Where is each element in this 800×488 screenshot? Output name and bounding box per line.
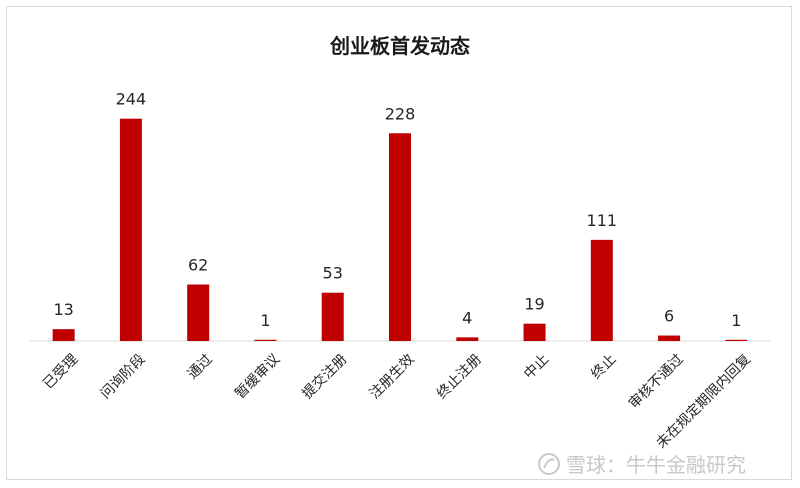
bar-3: [254, 339, 277, 341]
data-label-5: 228: [385, 104, 416, 123]
bar-10: [725, 339, 748, 341]
data-label-0: 13: [53, 300, 73, 319]
bar-5: [389, 133, 411, 341]
bar-4: [321, 292, 344, 341]
watermark: 雪球：牛牛金融研究: [538, 449, 746, 478]
x-tick-label-7: 中止: [521, 351, 552, 382]
bar-0: [52, 329, 75, 341]
x-tick-label-6: 终止注册: [434, 351, 485, 402]
bar-6: [456, 337, 479, 341]
x-tick-label-8: 终止: [588, 351, 619, 382]
data-label-8: 111: [587, 211, 618, 230]
x-tick-label-0: 已受理: [40, 351, 81, 392]
data-label-7: 19: [524, 295, 544, 314]
data-label-10: 1: [731, 311, 741, 330]
data-label-9: 6: [664, 307, 674, 326]
x-tick-label-2: 通过: [185, 351, 216, 382]
snowball-logo-icon: [538, 452, 560, 475]
x-tick-label-9: 审核不通过: [626, 351, 687, 412]
bar-9: [658, 335, 681, 341]
watermark-text: 雪球：牛牛金融研究: [566, 453, 746, 477]
data-label-2: 62: [188, 256, 208, 275]
bar-1: [119, 118, 142, 341]
x-tick-label-5: 注册生效: [367, 351, 418, 402]
x-tick-label-4: 提交注册: [299, 351, 351, 403]
bar-8: [590, 239, 613, 341]
x-tick-label-3: 暂缓审议: [232, 351, 283, 402]
bar-7: [523, 323, 546, 341]
bar-2: [187, 284, 210, 341]
chart-title: 创业板首发动态: [330, 34, 470, 58]
data-label-1: 244: [116, 90, 147, 109]
x-tick-label-1: 问询阶段: [98, 351, 149, 402]
data-label-6: 4: [462, 308, 472, 327]
data-label-4: 53: [323, 264, 343, 283]
data-label-3: 1: [260, 311, 270, 330]
